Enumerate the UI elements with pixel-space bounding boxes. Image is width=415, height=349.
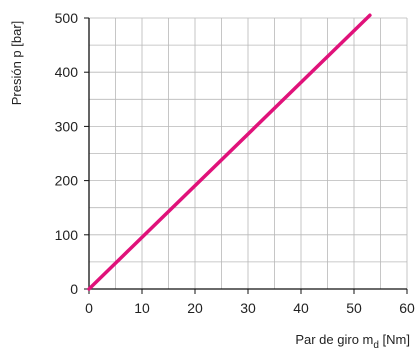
- y-tick-label: 300: [55, 118, 79, 134]
- x-tick-label: 60: [399, 300, 415, 316]
- series-line: [87, 13, 372, 291]
- y-axis-title: Presión p [bar]: [9, 21, 24, 106]
- x-axis-title-unit: [Nm]: [379, 332, 410, 347]
- x-tick-label: 30: [240, 300, 256, 316]
- x-axis-title-subscript: d: [373, 340, 379, 349]
- x-tick-label: 0: [85, 300, 93, 316]
- y-tick-label: 500: [55, 10, 79, 26]
- x-tick-label: 20: [187, 300, 203, 316]
- y-tick-labels: 0 100 200 300 400 500: [55, 10, 79, 297]
- y-tick-label: 400: [55, 64, 79, 80]
- x-tick-labels: 0 10 20 30 40 50 60: [85, 300, 415, 316]
- axes: [84, 17, 408, 294]
- x-tick-label: 10: [134, 300, 150, 316]
- series-group: [87, 13, 372, 291]
- x-tick-label: 40: [293, 300, 309, 316]
- y-tick-label: 100: [55, 227, 79, 243]
- x-axis-title-main: Par de giro m: [295, 332, 373, 347]
- y-tick-label: 200: [55, 173, 79, 189]
- x-axis-title: Par de giro md [Nm]: [295, 332, 410, 349]
- grid: [89, 17, 408, 289]
- x-tick-label: 50: [346, 300, 362, 316]
- y-tick-label: 0: [70, 281, 78, 297]
